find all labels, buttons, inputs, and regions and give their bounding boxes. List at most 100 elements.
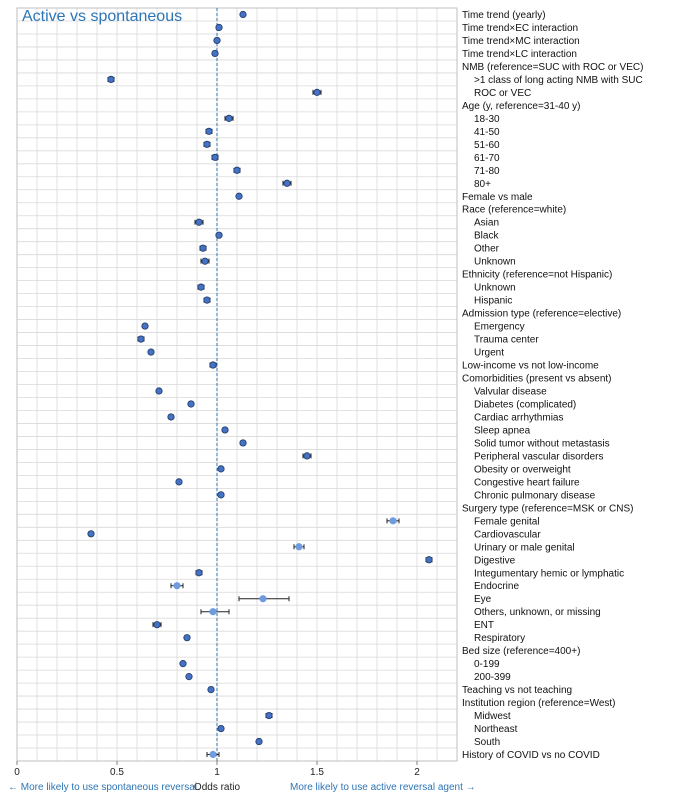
row-label: Urinary or male genital xyxy=(474,542,575,553)
odds-ratio-point xyxy=(195,569,203,577)
odds-ratio-point xyxy=(221,426,229,434)
estimate-mark xyxy=(239,439,247,447)
estimate-mark xyxy=(183,634,191,642)
odds-ratio-point xyxy=(207,685,215,694)
row-label: Time trend (yearly) xyxy=(462,10,546,21)
x-tick-label: 0 xyxy=(14,767,20,778)
row-label: Bed size (reference=400+) xyxy=(462,646,580,657)
row-label: 200-399 xyxy=(474,672,511,683)
estimate-mark xyxy=(141,322,149,330)
x-tick-label: 1.5 xyxy=(310,767,324,778)
row-label: Peripheral vascular disorders xyxy=(474,451,604,462)
estimate-mark xyxy=(199,244,207,252)
odds-ratio-point xyxy=(185,673,193,681)
estimate-mark xyxy=(224,114,234,122)
estimate-mark xyxy=(217,491,225,499)
estimate-mark xyxy=(239,10,247,19)
row-label: Time trend×LC interaction xyxy=(462,49,577,60)
estimate-mark xyxy=(187,400,195,408)
row-label: Age (y, reference=31-40 y) xyxy=(462,101,581,112)
estimate-mark xyxy=(147,348,155,356)
row-label: History of COVID vs no COVID xyxy=(462,750,600,761)
estimate-mark xyxy=(217,465,225,473)
row-label: Ethnicity (reference=not Hispanic) xyxy=(462,270,612,281)
row-label: Race (reference=white) xyxy=(462,205,566,216)
odds-ratio-point xyxy=(205,127,213,135)
estimate-mark xyxy=(293,543,305,551)
estimate-mark xyxy=(235,192,243,200)
row-label: Low-income vs not low-income xyxy=(462,361,599,372)
odds-ratio-point xyxy=(173,582,181,590)
odds-ratio-point xyxy=(235,192,243,200)
estimate-mark xyxy=(195,569,203,577)
estimate-mark xyxy=(215,231,223,239)
row-label: Others, unknown, or missing xyxy=(474,607,601,618)
estimate-mark xyxy=(185,673,193,681)
estimate-mark xyxy=(221,426,229,434)
odds-ratio-point xyxy=(147,348,155,356)
odds-ratio-point xyxy=(215,23,223,32)
estimate-mark xyxy=(255,737,263,746)
odds-ratio-point xyxy=(87,530,95,538)
estimate-mark xyxy=(207,685,215,694)
odds-ratio-point xyxy=(313,88,321,96)
odds-ratio-point xyxy=(153,621,161,629)
estimate-mark xyxy=(386,517,400,525)
row-label: Emergency xyxy=(474,322,525,333)
estimate-mark xyxy=(312,88,322,96)
row-label: Asian xyxy=(474,218,499,229)
row-label: 51-60 xyxy=(474,140,500,151)
odds-ratio-point xyxy=(183,634,191,642)
row-label: Time trend×EC interaction xyxy=(462,23,578,34)
odds-ratio-point xyxy=(211,49,219,58)
estimate-mark xyxy=(265,711,273,720)
row-labels: Time trend (yearly) Time trend×EC interac… xyxy=(462,10,643,761)
odds-ratio-point xyxy=(203,296,211,304)
odds-ratio-point xyxy=(295,543,303,551)
x-tick-label: 2 xyxy=(414,767,420,778)
odds-ratio-point xyxy=(213,36,221,45)
row-label: 80+ xyxy=(474,179,491,190)
odds-ratio-point xyxy=(199,244,207,252)
x-axis-label: Odds ratio xyxy=(194,782,241,793)
row-label: Unknown xyxy=(474,283,516,294)
grid xyxy=(17,8,457,761)
odds-ratio-point xyxy=(209,361,217,369)
annotation-right: More likely to use active reversal agent… xyxy=(290,782,476,793)
odds-ratio-point xyxy=(233,166,241,174)
estimate-mark xyxy=(206,750,220,759)
row-label: Digestive xyxy=(474,555,516,566)
row-label: 71-80 xyxy=(474,166,500,177)
odds-ratio-point xyxy=(239,10,247,19)
estimate-mark xyxy=(167,413,175,421)
estimate-mark xyxy=(203,296,211,304)
row-label: Congestive heart failure xyxy=(474,477,580,488)
row-label: Obesity or overweight xyxy=(474,464,571,475)
odds-ratio-point xyxy=(203,140,211,148)
row-label: Sleep apnea xyxy=(474,425,531,436)
estimate-mark xyxy=(215,23,223,32)
odds-ratio-point xyxy=(225,114,233,122)
estimate-mark xyxy=(302,452,312,460)
row-label: Respiratory xyxy=(474,633,525,644)
row-label: Comorbidities (present vs absent) xyxy=(462,374,612,385)
odds-ratio-point xyxy=(141,322,149,330)
odds-ratio-point xyxy=(217,724,225,733)
odds-ratio-point xyxy=(259,595,267,603)
odds-ratio-point xyxy=(217,465,225,473)
odds-ratio-point xyxy=(239,439,247,447)
row-label: Teaching vs not teaching xyxy=(462,685,572,696)
row-label: Black xyxy=(474,231,499,242)
odds-ratio-point xyxy=(167,413,175,421)
row-label: Valvular disease xyxy=(474,386,547,397)
odds-ratio-point xyxy=(201,257,209,265)
estimate-mark xyxy=(233,166,241,174)
row-label: Female vs male xyxy=(462,192,533,203)
odds-ratio-point xyxy=(283,179,291,187)
x-tick-label: 0.5 xyxy=(110,767,124,778)
row-label: ENT xyxy=(474,620,494,631)
odds-ratio-point xyxy=(107,75,115,84)
row-label: Eye xyxy=(474,594,492,605)
row-label: 61-70 xyxy=(474,153,500,164)
